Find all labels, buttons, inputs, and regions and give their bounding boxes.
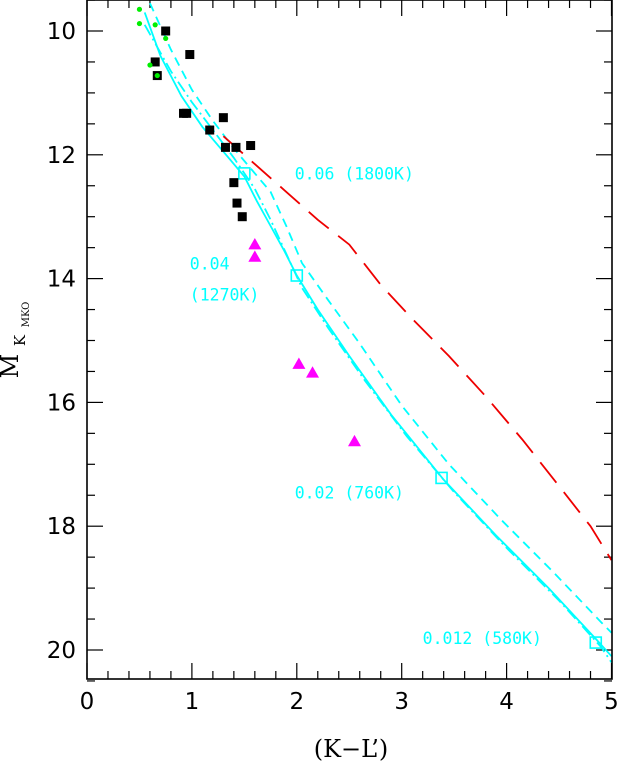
- model-curve-dash-dot: [143, 24, 613, 663]
- mass-annotations: 0.06 (1800K) 0.04 (1270K) 0.02 (760K) 0.012 …: [190, 165, 542, 648]
- iso-mass-marker: [238, 167, 251, 180]
- mass-annotation: 0.012 (580K): [423, 629, 542, 648]
- y-axis-label-sub: K: [11, 334, 29, 346]
- model-curves: [143, 2, 613, 663]
- model-curve-dashed: [149, 2, 613, 634]
- y-tick-label: 20: [47, 638, 76, 664]
- y-axis-label-main: M: [0, 354, 24, 379]
- data-point-square: [237, 212, 247, 222]
- model-curve-long-dash: [222, 135, 613, 561]
- data-point-dot: [163, 35, 169, 42]
- y-axis-label-subsub: MKO: [21, 302, 32, 328]
- svg-text:M K MKO: M K MKO: [0, 302, 32, 379]
- data-point-dot: [147, 62, 153, 68]
- y-tick-label: 14: [47, 267, 76, 293]
- data-point-triangle: [347, 434, 361, 447]
- x-axis-label: (K−L’): [314, 735, 389, 763]
- y-tick-label: 10: [47, 19, 76, 45]
- data-point-square: [229, 178, 239, 188]
- data-point-square: [161, 26, 171, 36]
- iso-mass-marker: [435, 471, 448, 485]
- model-curve-solid: [143, 12, 613, 657]
- data-point-dot: [152, 22, 158, 28]
- iso-mass-marker: [589, 636, 603, 649]
- data-point-triangle: [248, 238, 262, 250]
- data-point-square: [220, 142, 230, 152]
- mass-annotation: 0.02 (760K): [295, 483, 404, 502]
- mass-annotation: (1270K): [190, 285, 260, 304]
- data-point-square: [232, 198, 242, 208]
- x-tick-label: 0: [80, 689, 95, 715]
- y-tick-label: 18: [47, 514, 76, 540]
- data-point-dot: [136, 6, 143, 12]
- x-tick-label: 3: [394, 689, 409, 715]
- data-point-square: [185, 50, 195, 60]
- data-point-square: [246, 141, 256, 151]
- y-tick-label: 12: [47, 143, 76, 169]
- data-markers: [136, 6, 361, 447]
- data-point-dot: [136, 20, 143, 27]
- x-tick-label: 2: [289, 689, 304, 715]
- data-point-triangle: [292, 357, 306, 369]
- data-point-square: [205, 125, 215, 135]
- mass-annotation: 0.04: [190, 254, 230, 273]
- y-axis-label: M K MKO: [0, 302, 32, 379]
- y-tick-label: 16: [47, 390, 76, 416]
- data-point-square: [231, 142, 241, 152]
- x-tick-label: 4: [499, 689, 514, 715]
- data-point-dot: [154, 72, 160, 79]
- data-point-triangle: [248, 250, 262, 262]
- mass-annotation: 0.06 (1800K): [295, 165, 414, 184]
- data-point-square: [150, 57, 160, 67]
- axis-ticks: [86, 0, 613, 682]
- iso-mass-marker: [290, 269, 304, 282]
- data-point-square: [218, 113, 228, 123]
- x-tick-label: 5: [604, 689, 619, 715]
- data-point-square: [182, 108, 192, 118]
- data-point-triangle: [306, 366, 320, 378]
- plot-frame: [86, 0, 613, 680]
- x-tick-label: 1: [185, 689, 200, 715]
